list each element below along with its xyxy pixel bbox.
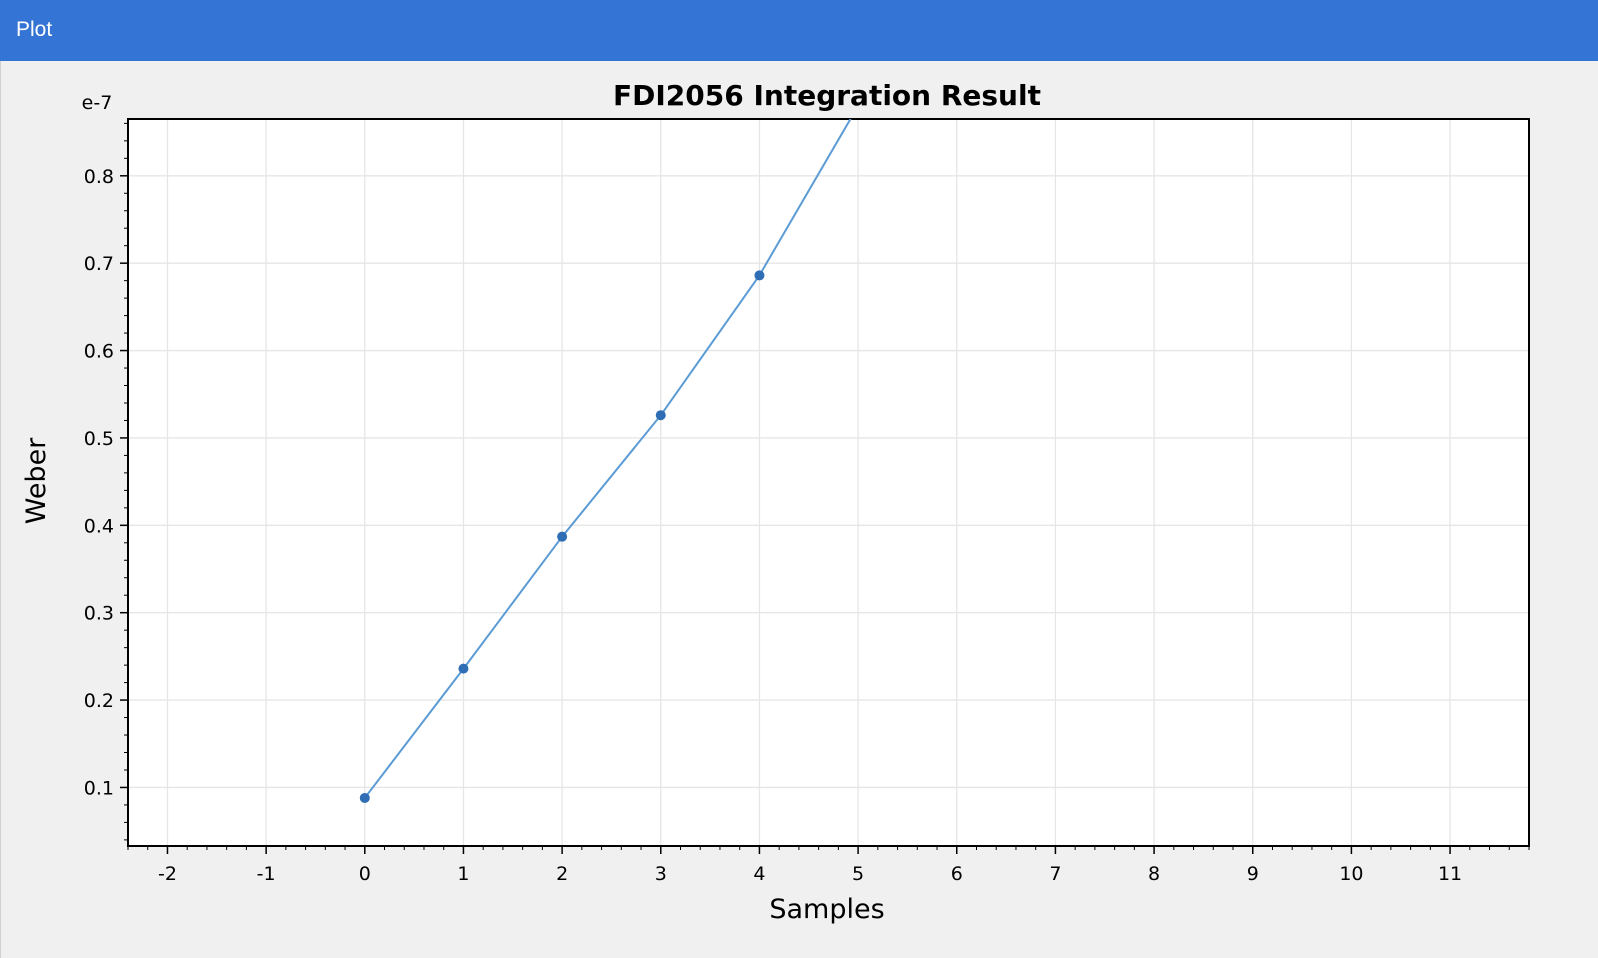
x-tick-label: 3 — [655, 863, 667, 885]
x-tick-label: 6 — [951, 863, 963, 885]
y-tick-label: 0.3 — [84, 603, 114, 625]
plot-frame — [127, 118, 1530, 847]
x-tick-label: -1 — [257, 863, 276, 885]
x-tick-label: 7 — [1049, 863, 1061, 885]
x-tick-label: 2 — [556, 863, 568, 885]
data-point — [655, 410, 666, 421]
data-point — [458, 663, 469, 674]
title-bar[interactable]: Plot — [0, 0, 1598, 61]
x-tick-label: 4 — [753, 863, 765, 885]
x-tick-label: 11 — [1438, 863, 1462, 885]
chart-title: FDI2056 Integration Result — [613, 79, 1041, 112]
x-tick-label: -2 — [158, 863, 177, 885]
y-tick-label: 0.7 — [84, 253, 114, 275]
series-line — [364, 119, 852, 799]
y-tick-label: 0.1 — [84, 777, 114, 799]
chart[interactable]: FDI2056 Integration Result e-7 Samples W… — [1, 61, 1598, 958]
y-tick-label: 0.6 — [84, 341, 114, 363]
y-tick-label: 0.4 — [84, 515, 114, 537]
grid — [128, 119, 1529, 846]
x-tick-label: 0 — [359, 863, 371, 885]
data-point — [557, 531, 568, 542]
x-axis-label: Samples — [769, 894, 884, 925]
data-point — [754, 270, 765, 281]
y-axis-label: Weber — [21, 437, 52, 524]
y-tick-label: 0.8 — [84, 166, 114, 188]
x-tick-label: 8 — [1148, 863, 1160, 885]
x-tick-label: 1 — [457, 863, 469, 885]
plot-background — [128, 119, 1529, 846]
axes: -2 -1 0 1 2 3 4 5 6 7 8 9 10 11 0.1 0.2 0.3 0.4 0.5 0.6 0.7 0… — [84, 118, 1530, 885]
window-title: Plot — [16, 18, 53, 41]
x-tick-label: 5 — [852, 863, 864, 885]
x-tick-label: 10 — [1339, 863, 1363, 885]
plot-area-container: FDI2056 Integration Result e-7 Samples W… — [0, 61, 1598, 958]
y-tick-label: 0.2 — [84, 690, 114, 712]
x-tick-label: 9 — [1247, 863, 1259, 885]
y-exponent-label: e-7 — [82, 92, 113, 114]
y-tick-label: 0.5 — [84, 428, 114, 450]
series-layer — [359, 119, 852, 803]
data-point — [359, 792, 370, 803]
